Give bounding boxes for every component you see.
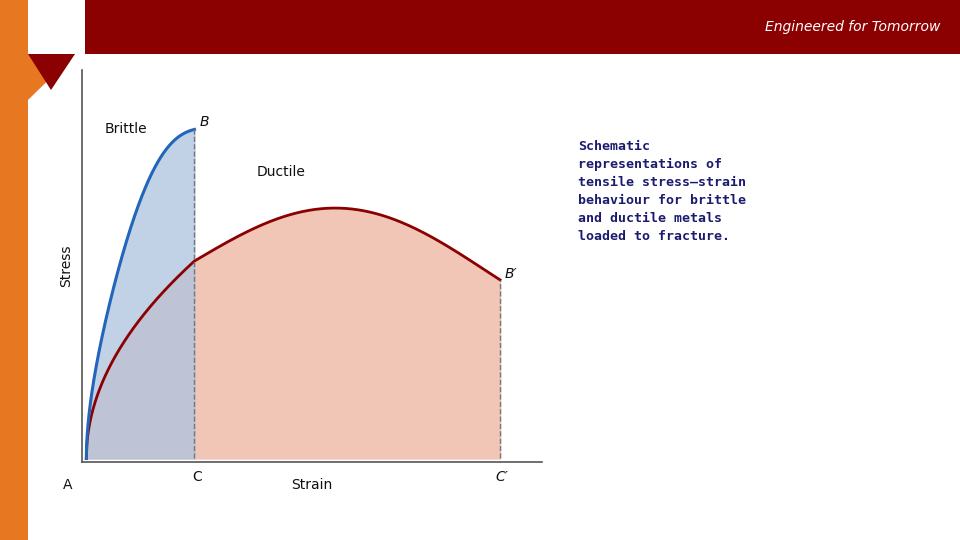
Y-axis label: Stress: Stress — [60, 245, 73, 287]
Polygon shape — [28, 0, 85, 54]
X-axis label: Strain: Strain — [292, 478, 332, 492]
Text: Engineered for Tomorrow: Engineered for Tomorrow — [764, 20, 940, 34]
Text: B′: B′ — [505, 267, 517, 281]
Text: C′: C′ — [495, 470, 508, 484]
Text: Schematic
representations of
tensile stress–strain
behaviour for brittle
and duc: Schematic representations of tensile str… — [578, 140, 746, 243]
Text: C: C — [192, 470, 202, 484]
Polygon shape — [28, 54, 75, 90]
Polygon shape — [0, 0, 960, 54]
Text: Ductile: Ductile — [256, 165, 305, 179]
Text: Brittle: Brittle — [105, 122, 147, 136]
Polygon shape — [0, 0, 28, 540]
Polygon shape — [0, 0, 28, 100]
Text: A: A — [63, 478, 73, 492]
Text: B: B — [199, 115, 208, 129]
Polygon shape — [28, 54, 75, 100]
